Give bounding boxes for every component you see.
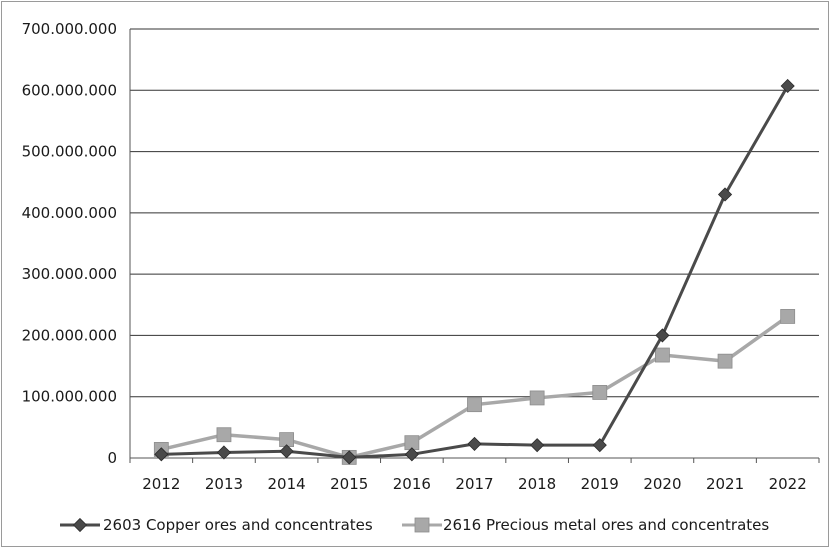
- x-axis-tick-labels: 2012 2013 2014 2015 2016 2017 2018 2019 2020 2021…: [142, 475, 807, 493]
- data-point: [780, 309, 796, 324]
- series-line: [160, 315, 789, 460]
- data-point: [717, 353, 733, 369]
- y-tick-label: 100.000.000: [22, 388, 117, 406]
- series-copper: [154, 78, 795, 465]
- y-tick-label: 500.000.000: [22, 143, 117, 161]
- x-tick-label: 2018: [518, 475, 556, 493]
- data-point: [655, 347, 670, 363]
- data-point: [529, 390, 545, 406]
- data-point: [655, 328, 670, 343]
- data-point: [592, 385, 608, 400]
- x-tick-label: 2013: [205, 475, 243, 493]
- data-point: [467, 397, 482, 413]
- data-point: [467, 436, 482, 451]
- gridlines: [130, 28, 819, 398]
- legend-item: 2603 Copper ores and concentrates: [60, 516, 373, 534]
- data-point: [530, 438, 545, 453]
- series-precious-metal: [153, 309, 796, 465]
- axes: [129, 29, 820, 463]
- legend-label: 2603 Copper ores and concentrates: [103, 516, 373, 534]
- data-point: [404, 447, 419, 462]
- y-tick-label: 0: [107, 449, 117, 467]
- data-point: [279, 444, 294, 459]
- series-lines: [153, 78, 796, 465]
- legend: 2603 Copper ores and concentrates 2616 Pr…: [60, 516, 769, 534]
- x-tick-label: 2015: [330, 475, 368, 493]
- y-axis-tick-labels: 0 100.000.000 200.000.000 300.000.000 400.00…: [22, 20, 117, 467]
- x-tick-label: 2020: [643, 475, 681, 493]
- data-point: [216, 427, 232, 443]
- data-point: [342, 450, 357, 465]
- x-tick-label: 2017: [455, 475, 493, 493]
- x-tick-label: 2021: [706, 475, 744, 493]
- y-tick-label: 400.000.000: [22, 204, 117, 222]
- legend-marker: [414, 517, 430, 533]
- data-point: [216, 445, 232, 460]
- legend-label: 2616 Precious metal ores and concentrate…: [443, 516, 769, 534]
- x-tick-label: 2022: [769, 475, 807, 493]
- x-tick-label: 2016: [393, 475, 431, 493]
- x-tick-label: 2012: [142, 475, 180, 493]
- y-tick-label: 200.000.000: [22, 326, 117, 344]
- x-tick-label: 2014: [267, 475, 305, 493]
- y-tick-label: 600.000.000: [22, 81, 117, 99]
- y-tick-label: 700.000.000: [22, 20, 117, 38]
- data-point: [154, 447, 169, 462]
- legend-marker: [72, 517, 88, 533]
- y-tick-label: 300.000.000: [22, 265, 117, 283]
- data-point: [780, 78, 795, 94]
- data-point: [717, 187, 733, 202]
- data-point: [592, 438, 607, 453]
- x-tick-label: 2019: [581, 475, 619, 493]
- legend-item: 2616 Precious metal ores and concentrate…: [402, 516, 769, 534]
